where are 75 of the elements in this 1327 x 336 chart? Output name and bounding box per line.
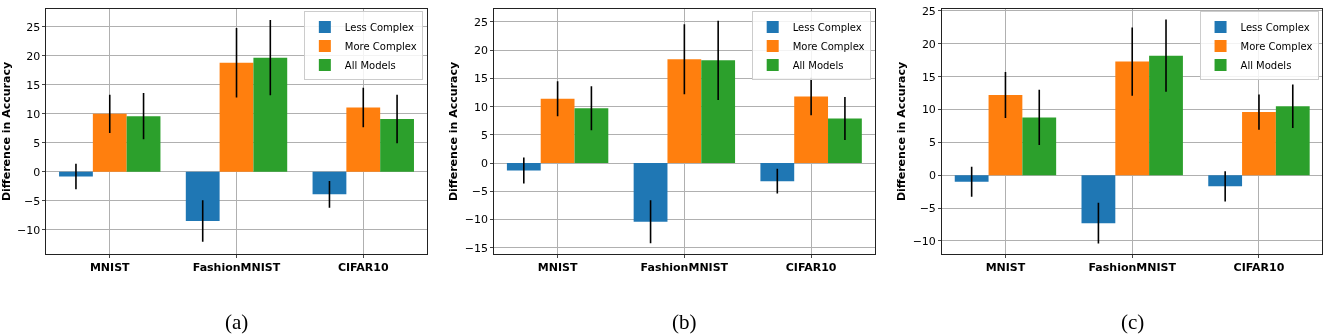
y-axis-title: Difference in Accuracy	[895, 61, 909, 202]
y-tick-label: 0	[481, 156, 489, 170]
text: (c)	[1121, 310, 1145, 334]
y-tick-label: 10	[921, 103, 936, 117]
x-tick-label: MNIST	[985, 261, 1026, 275]
bar	[954, 175, 989, 182]
y-tick-label: 25	[26, 20, 41, 34]
bar	[633, 163, 668, 222]
bar	[1275, 106, 1310, 176]
bar	[346, 107, 381, 172]
bar	[828, 118, 862, 164]
bar	[1242, 112, 1276, 176]
y-tick-label: 5	[33, 136, 41, 150]
bar	[1081, 175, 1116, 224]
bar	[540, 98, 575, 164]
y-axis-title: Difference in Accuracy	[0, 61, 13, 202]
legend-label: All Models	[792, 59, 844, 71]
bar	[380, 119, 414, 172]
x-tick-label: FashionMNIST	[1088, 261, 1177, 275]
y-axis-title: Difference in Accuracy	[447, 61, 461, 202]
x-tick-label: CIFAR10	[337, 261, 389, 275]
y-tick-label: −5	[471, 185, 489, 199]
x-tick-label: CIFAR10	[785, 261, 837, 275]
legend-label: More Complex	[792, 40, 865, 52]
bar	[185, 171, 220, 221]
bar	[1022, 117, 1057, 176]
y-tick-label: −10	[464, 213, 489, 227]
y-tick-label: 15	[921, 70, 936, 84]
x-tick-label: MNIST	[537, 261, 578, 275]
y-tick-label: −5	[919, 201, 936, 215]
bar	[760, 163, 795, 182]
bar	[988, 95, 1023, 176]
y-tick-label: 5	[928, 136, 936, 150]
y-tick-label: 25	[474, 15, 489, 29]
y-tick-label: −15	[464, 241, 489, 255]
bar	[1149, 55, 1183, 176]
bar	[253, 57, 288, 172]
y-tick-label: 20	[474, 44, 489, 58]
y-tick-label: −10	[912, 234, 936, 248]
legend-label: More Complex	[1240, 40, 1313, 52]
x-tick-label: FashionMNIST	[192, 261, 281, 275]
text: (b)	[672, 310, 697, 334]
x-tick-label: CIFAR10	[1233, 261, 1285, 275]
bar	[506, 163, 541, 171]
y-tick-label: 5	[481, 128, 489, 142]
bar	[1208, 175, 1243, 187]
text: (a)	[225, 310, 249, 334]
bar	[1115, 61, 1150, 176]
legend-label: More Complex	[344, 40, 417, 52]
legend-label: Less Complex	[344, 21, 414, 33]
bar	[219, 62, 254, 172]
y-tick-label: −10	[16, 223, 41, 237]
y-tick-label: 10	[474, 100, 489, 114]
bar	[701, 60, 736, 164]
y-tick-label: 15	[474, 72, 489, 86]
legend-label: All Models	[1240, 59, 1292, 71]
y-tick-label: 20	[921, 37, 936, 51]
bar	[312, 171, 347, 195]
y-tick-label: 25	[921, 4, 936, 18]
bar	[92, 113, 127, 172]
legend-label: Less Complex	[1240, 21, 1310, 33]
bar	[126, 116, 161, 172]
x-tick-label: FashionMNIST	[640, 261, 729, 275]
bar	[574, 108, 609, 164]
legend-label: Less Complex	[792, 21, 862, 33]
bar	[667, 59, 702, 164]
bar	[794, 96, 829, 164]
y-tick-label: −5	[23, 194, 41, 208]
legend-label: All Models	[344, 59, 396, 71]
y-tick-label: 10	[26, 107, 41, 121]
y-tick-label: 0	[928, 169, 936, 183]
y-tick-label: 0	[33, 165, 41, 179]
y-tick-label: 20	[26, 49, 41, 63]
x-tick-label: MNIST	[89, 261, 131, 275]
y-tick-label: 15	[26, 78, 41, 92]
